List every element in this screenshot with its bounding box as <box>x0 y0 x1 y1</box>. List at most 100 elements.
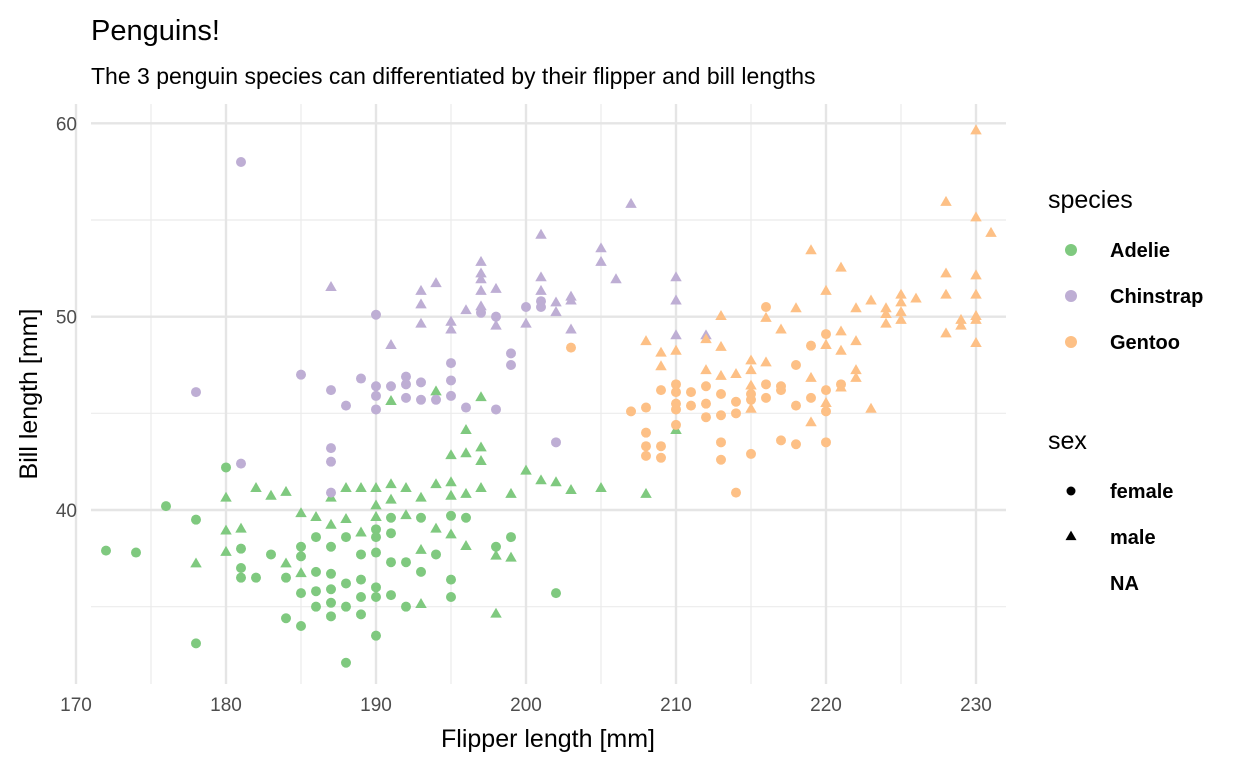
point-adelie-female <box>356 609 366 620</box>
point-adelie-male <box>505 551 517 562</box>
point-chinstrap-female <box>371 390 381 401</box>
point-gentoo-male <box>955 313 967 324</box>
point-chinstrap-female <box>296 369 306 380</box>
point-adelie-male <box>460 424 472 435</box>
point-gentoo-male <box>985 226 997 237</box>
point-gentoo-male <box>895 313 907 324</box>
point-gentoo-male <box>940 195 952 206</box>
point-chinstrap-male <box>595 242 607 253</box>
point-gentoo-male <box>700 364 712 375</box>
x-tick-label: 220 <box>810 695 842 716</box>
point-gentoo-male <box>760 356 772 367</box>
point-gentoo-male <box>910 292 922 303</box>
point-chinstrap-male <box>565 294 577 305</box>
point-adelie-male <box>235 522 247 533</box>
point-gentoo-female <box>821 329 831 340</box>
point-adelie-male <box>445 449 457 460</box>
legend-label-female: female <box>1110 481 1173 503</box>
point-adelie-female <box>311 601 321 612</box>
point-chinstrap-female <box>236 458 246 469</box>
point-gentoo-male <box>805 371 817 382</box>
point-gentoo-male <box>955 319 967 330</box>
point-gentoo-male <box>880 302 892 313</box>
point-chinstrap-female <box>326 456 336 467</box>
point-adelie-female <box>101 545 111 556</box>
point-chinstrap-female <box>536 302 546 312</box>
point-adelie-female <box>446 574 456 585</box>
point-gentoo-female <box>806 340 816 351</box>
point-adelie-male <box>385 493 397 504</box>
point-gentoo-male <box>940 327 952 338</box>
point-chinstrap-female <box>401 392 411 403</box>
point-chinstrap-female <box>371 381 381 392</box>
point-adelie-male <box>385 395 397 406</box>
point-gentoo-female <box>641 402 651 413</box>
point-gentoo-male <box>895 296 907 307</box>
point-chinstrap-female <box>506 360 516 370</box>
point-adelie-female <box>326 584 336 595</box>
point-adelie-female <box>551 588 561 599</box>
point-gentoo-female <box>821 385 831 396</box>
point-gentoo-female <box>716 389 726 399</box>
point-chinstrap-male <box>445 315 457 326</box>
point-adelie-female <box>281 613 291 624</box>
point-adelie-female <box>296 551 306 562</box>
point-gentoo-male <box>745 379 757 390</box>
point-gentoo-female <box>716 437 726 448</box>
point-chinstrap-female <box>551 437 561 448</box>
point-adelie-male <box>310 511 322 522</box>
point-chinstrap-female <box>326 385 336 396</box>
point-adelie-male <box>505 487 517 498</box>
point-gentoo-male <box>820 284 832 295</box>
point-adelie-male <box>340 482 352 493</box>
point-gentoo-male <box>805 416 817 427</box>
point-adelie-male <box>460 487 472 498</box>
point-gentoo-female <box>746 394 756 405</box>
point-adelie-male <box>370 482 382 493</box>
point-adelie-male <box>220 545 232 556</box>
point-gentoo-male <box>850 371 862 382</box>
point-gentoo-male <box>970 124 982 135</box>
point-adelie-male <box>475 454 487 465</box>
point-adelie-female <box>341 578 351 589</box>
point-adelie-female <box>371 582 381 593</box>
point-chinstrap-male <box>385 338 397 349</box>
point-chinstrap-male <box>460 304 472 315</box>
point-adelie-female <box>236 572 246 583</box>
point-gentoo-male <box>745 364 757 375</box>
point-adelie-male <box>445 528 457 539</box>
point-adelie-female <box>401 601 411 612</box>
point-gentoo-male <box>835 381 847 392</box>
point-adelie-male <box>370 511 382 522</box>
point-gentoo-male <box>880 308 892 319</box>
legend-label-male: male <box>1110 527 1156 549</box>
point-gentoo-male <box>655 346 667 357</box>
point-chinstrap-male <box>520 317 532 328</box>
x-tick-label: 200 <box>510 695 542 716</box>
point-adelie-female <box>446 592 456 602</box>
point-chinstrap-male <box>490 282 502 293</box>
point-chinstrap-female <box>416 377 426 388</box>
point-chinstrap-male <box>415 317 427 328</box>
point-gentoo-male <box>715 369 727 380</box>
point-gentoo-female <box>641 441 651 452</box>
point-gentoo-male <box>850 335 862 346</box>
legend-title-sex: sex <box>1048 427 1087 455</box>
point-gentoo-male <box>790 302 802 313</box>
point-gentoo-male <box>850 364 862 375</box>
point-chinstrap-female <box>326 487 336 498</box>
point-chinstrap-female <box>386 381 396 392</box>
point-gentoo-female <box>821 437 831 448</box>
point-adelie-female <box>356 574 366 585</box>
point-chinstrap-female <box>446 390 456 401</box>
point-chinstrap-male <box>565 323 577 334</box>
point-gentoo-female <box>656 385 666 396</box>
point-adelie-male <box>355 526 367 537</box>
point-gentoo-female <box>671 387 681 398</box>
point-adelie-female <box>371 630 381 641</box>
point-adelie-male <box>415 543 427 554</box>
point-adelie-female <box>386 590 396 601</box>
point-gentoo-female <box>731 487 741 498</box>
point-chinstrap-male <box>415 284 427 295</box>
point-gentoo-male <box>715 309 727 320</box>
